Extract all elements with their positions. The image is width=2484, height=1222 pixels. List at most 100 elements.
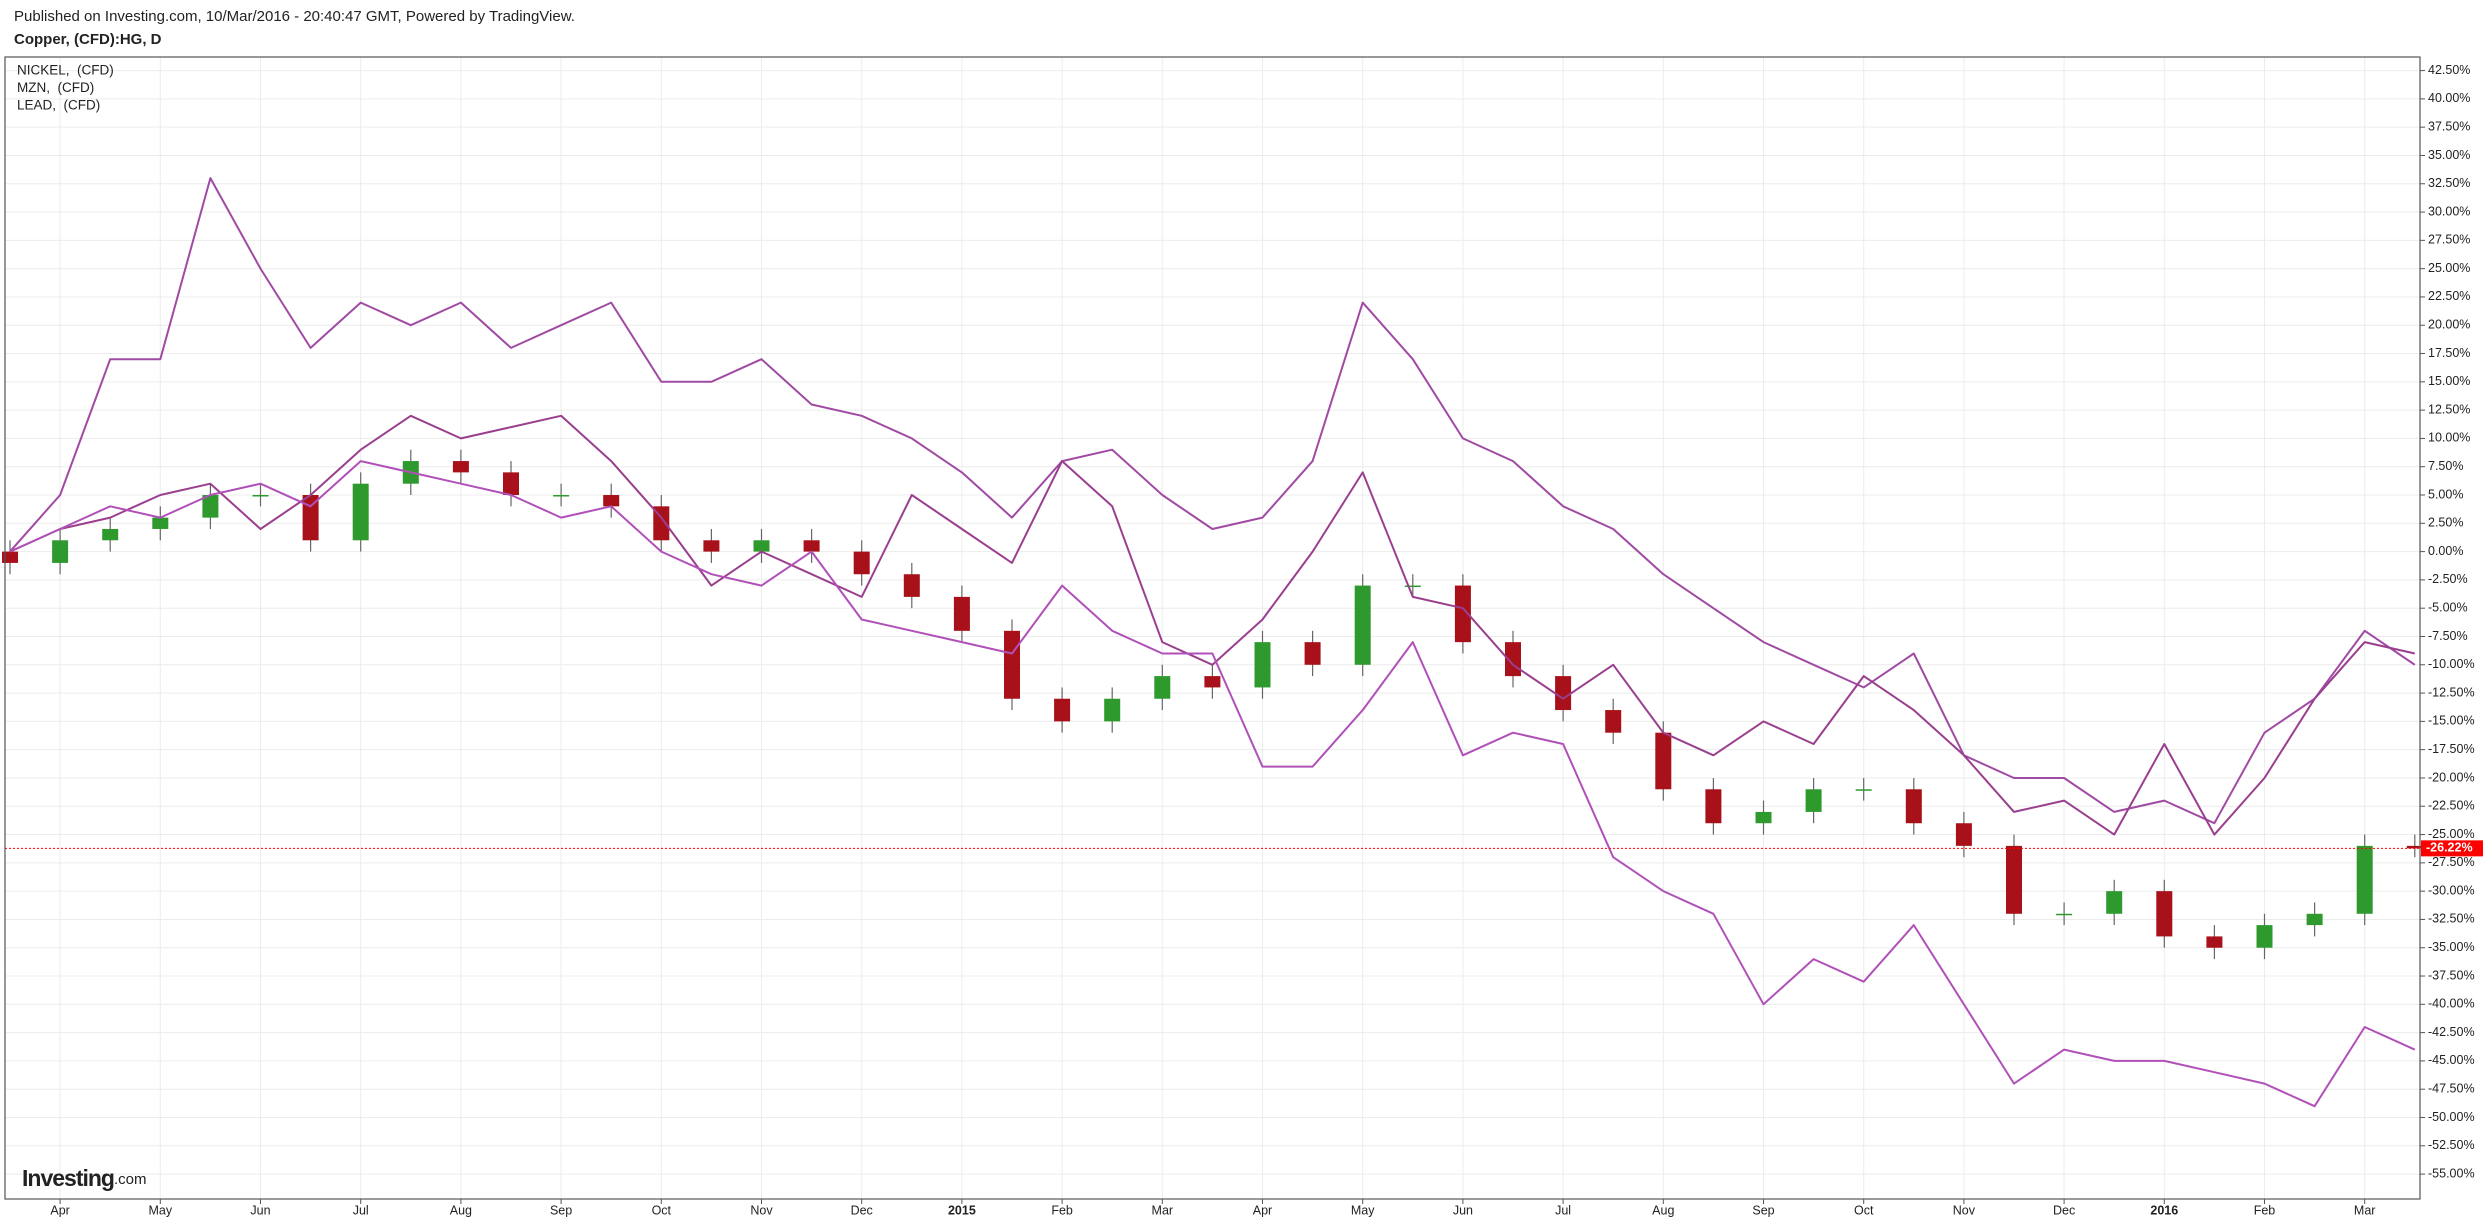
y-tick-label: 30.00% xyxy=(2428,204,2470,218)
y-tick-label: -32.50% xyxy=(2428,912,2475,926)
candle-body xyxy=(1905,789,1922,824)
y-tick-label: -52.50% xyxy=(2428,1138,2475,1152)
candle-body xyxy=(2056,913,2073,916)
last-value-label: -26.22% xyxy=(2426,841,2473,855)
y-tick-label: 7.50% xyxy=(2428,459,2463,473)
x-tick-label: 2015 xyxy=(948,1203,976,1217)
x-tick-label: Nov xyxy=(750,1203,773,1217)
candle-body xyxy=(1354,585,1371,665)
y-tick-label: 42.50% xyxy=(2428,63,2470,77)
x-tick-label: Aug xyxy=(450,1203,472,1217)
candle-body xyxy=(653,506,670,541)
y-tick-label: -7.50% xyxy=(2428,629,2468,643)
y-tick-label: -2.50% xyxy=(2428,572,2468,586)
last-value-box xyxy=(2421,840,2483,857)
candle-body xyxy=(1555,676,1572,711)
y-tick-label: -35.00% xyxy=(2428,940,2475,954)
y-tick-label: -40.00% xyxy=(2428,997,2475,1011)
x-tick-label: Jul xyxy=(1555,1203,1571,1217)
y-tick-label: 2.50% xyxy=(2428,516,2463,530)
candle-body xyxy=(452,461,469,473)
y-tick-label: -10.00% xyxy=(2428,657,2475,671)
watermark-brand: Investing xyxy=(22,1165,114,1191)
candle-body xyxy=(252,495,269,497)
y-tick-label: 32.50% xyxy=(2428,176,2470,190)
series-line xyxy=(9,177,2416,825)
x-tick-label: Sep xyxy=(550,1203,572,1217)
x-tick-label: Apr xyxy=(1253,1203,1272,1217)
candle-body xyxy=(503,472,519,496)
candle-body xyxy=(703,540,720,552)
chart-subtitle: Published on Investing.com, 10/Mar/2016 … xyxy=(14,8,575,25)
y-tick-label: 35.00% xyxy=(2428,148,2470,162)
candle-body xyxy=(1705,789,1722,824)
candle-body xyxy=(1454,585,1471,643)
y-tick-label: -47.50% xyxy=(2428,1082,2475,1096)
plot-frame xyxy=(4,56,2421,1200)
candle-body xyxy=(1054,698,1071,722)
x-tick-label: Nov xyxy=(1953,1203,1976,1217)
candle-body xyxy=(553,495,570,497)
y-tick-label: -30.00% xyxy=(2428,883,2475,897)
y-tick-label: -25.00% xyxy=(2428,827,2475,841)
candle-body xyxy=(1154,676,1171,699)
candle-body xyxy=(2,551,18,563)
x-tick-label: Dec xyxy=(851,1203,873,1217)
legend-entry: NICKEL, (CFD) xyxy=(17,63,114,78)
candle-body xyxy=(1955,823,1972,846)
candle-body xyxy=(1204,676,1221,688)
y-tick-label: 22.50% xyxy=(2428,289,2470,303)
candle-body xyxy=(202,495,219,518)
x-tick-label: May xyxy=(1351,1203,1375,1217)
x-tick-label: May xyxy=(148,1203,172,1217)
y-tick-label: -17.50% xyxy=(2428,742,2475,756)
y-tick-label: -37.50% xyxy=(2428,968,2475,982)
candle-body xyxy=(753,540,770,552)
candle-body xyxy=(302,495,319,541)
x-tick-label: Oct xyxy=(652,1203,672,1217)
x-tick-label: Mar xyxy=(2354,1203,2376,1217)
y-tick-label: 40.00% xyxy=(2428,91,2470,105)
series-line xyxy=(9,460,2416,1108)
plot xyxy=(2,177,2423,1108)
y-tick-label: -55.00% xyxy=(2428,1166,2475,1180)
legend-entry: MZN, (CFD) xyxy=(17,80,94,95)
candle-body xyxy=(1805,789,1822,812)
chart-title: Copper, (CFD):HG, D xyxy=(14,31,162,48)
candle-body xyxy=(1655,732,1672,790)
candle-body xyxy=(803,540,820,552)
candle-body xyxy=(1104,698,1121,722)
candle-body xyxy=(603,495,620,507)
candle-body xyxy=(1404,585,1421,588)
y-tick-label: -27.50% xyxy=(2428,855,2475,869)
y-tick-label: -45.00% xyxy=(2428,1053,2475,1067)
y-tick-label: 0.00% xyxy=(2428,544,2463,558)
candle-body xyxy=(2356,845,2373,914)
y-tick-label: 27.50% xyxy=(2428,233,2470,247)
axes: 42.50% 40.00% 37.50% 35.00% 32.50% 30.00% 27.5… xyxy=(50,63,2474,1217)
x-tick-label: Feb xyxy=(1051,1203,1073,1217)
candle-body xyxy=(1254,642,1271,688)
candle-body xyxy=(352,483,369,541)
y-tick-label: 10.00% xyxy=(2428,431,2470,445)
grid xyxy=(5,57,2420,1199)
y-tick-label: 5.00% xyxy=(2428,487,2463,501)
candle-body xyxy=(2156,891,2173,937)
x-tick-label: Jun xyxy=(250,1203,270,1217)
candle-body xyxy=(2206,936,2223,948)
x-tick-label: Jun xyxy=(1453,1203,1473,1217)
y-tick-label: -12.50% xyxy=(2428,685,2475,699)
candle-body xyxy=(1605,710,1622,733)
x-tick-label: Aug xyxy=(1652,1203,1674,1217)
x-tick-label: Oct xyxy=(1854,1203,1874,1217)
y-tick-label: -15.00% xyxy=(2428,714,2475,728)
watermark: Investing.com xyxy=(22,1165,146,1191)
y-tick-label: 25.00% xyxy=(2428,261,2470,275)
y-tick-label: 12.50% xyxy=(2428,402,2470,416)
series-line xyxy=(9,414,2416,836)
x-tick-label: 2016 xyxy=(2150,1203,2178,1217)
candle-body xyxy=(2306,913,2323,926)
y-tick-label: 15.00% xyxy=(2428,374,2470,388)
candle-body xyxy=(102,528,119,541)
